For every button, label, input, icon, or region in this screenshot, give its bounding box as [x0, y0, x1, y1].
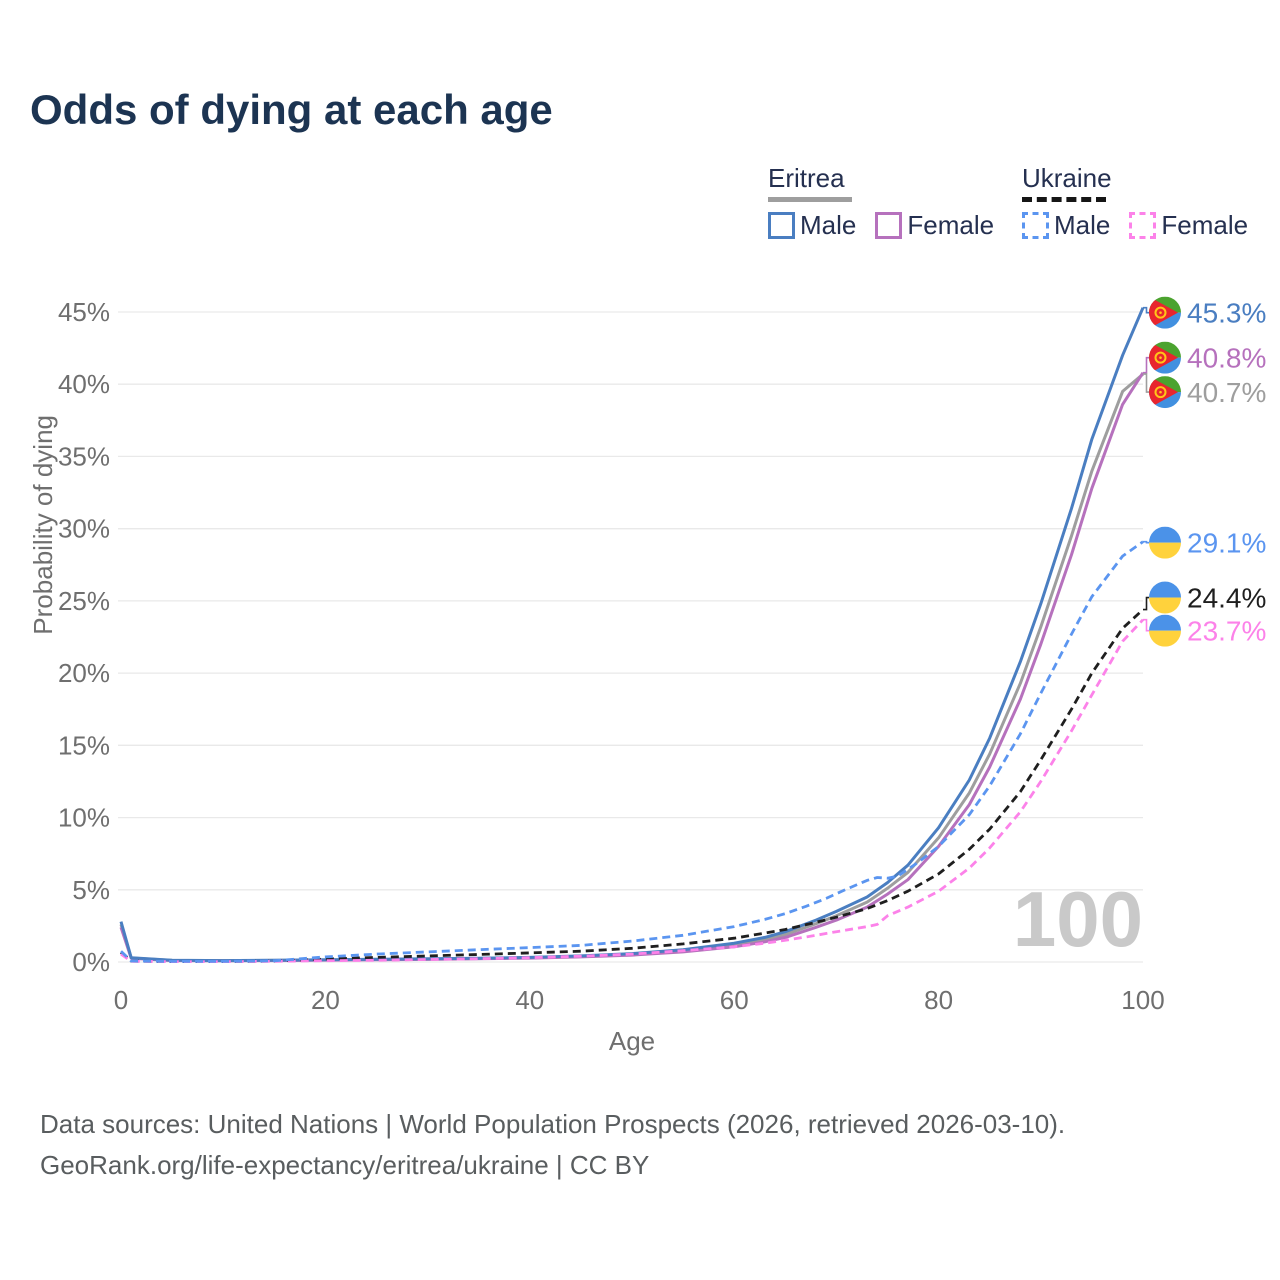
end-label-eritrea-female: 40.8%: [1187, 343, 1266, 374]
end-label-ukraine-male: 29.1%: [1187, 528, 1266, 559]
y-tick-label: 30%: [58, 514, 110, 544]
y-tick-label: 45%: [58, 297, 110, 327]
age-counter-watermark: 100: [1012, 875, 1143, 963]
series-line-ukraine-female: [120, 618, 1145, 963]
eritrea-flag-icon: [1149, 341, 1181, 374]
x-tick-label: 60: [720, 985, 749, 1015]
legend-country-ukraine: Ukraine: [1022, 163, 1112, 193]
ukraine-male-swatch: [1022, 212, 1049, 239]
x-tick-label: 20: [311, 985, 340, 1015]
legend-group-eritrea: Eritrea Male Female: [768, 163, 994, 241]
y-axis-title: Probability of dying: [28, 415, 58, 635]
x-tick-label: 80: [924, 985, 953, 1015]
y-tick-label: 35%: [58, 441, 110, 471]
legend-item-ukraine-female[interactable]: Female: [1129, 210, 1248, 241]
end-label-connector: [1143, 356, 1149, 374]
ukraine-flag-icon: [1149, 581, 1181, 614]
end-label-eritrea-both-sexes: 40.7%: [1187, 377, 1266, 408]
y-tick-label: 25%: [58, 586, 110, 616]
legend-label-eritrea-female: Female: [907, 210, 995, 240]
series-line-eritrea-male: [119, 307, 1145, 963]
footer-data-sources: Data sources: United Nations | World Pop…: [40, 1109, 1066, 1139]
legend-label-eritrea-male: Male: [800, 210, 857, 240]
legend-label-ukraine-male: Male: [1054, 210, 1111, 240]
eritrea-female-swatch: [875, 212, 903, 239]
legend-group-ukraine: Ukraine Male Female: [1022, 163, 1248, 241]
series-line-eritrea-both-sexes: [119, 372, 1144, 963]
end-label-ukraine-both-sexes: 24.4%: [1187, 583, 1266, 614]
series-line-eritrea-female: [119, 371, 1145, 963]
x-tick-label: 100: [1121, 985, 1164, 1015]
end-label-connector: [1143, 540, 1149, 544]
y-tick-label: 40%: [58, 369, 110, 399]
end-label-connector: [1143, 306, 1149, 314]
eritrea-flag-icon: [1149, 296, 1181, 329]
ukraine-flag-icon: [1149, 526, 1181, 559]
eritrea-flag-icon: [1149, 376, 1181, 409]
legend-country-eritrea: Eritrea: [768, 163, 845, 193]
end-label-eritrea-male: 45.3%: [1187, 298, 1266, 329]
y-tick-label: 5%: [72, 875, 110, 905]
x-axis-title: Age: [608, 1026, 656, 1056]
footer-attribution-link: GeoRank.org/life-expectancy/eritrea/ukra…: [40, 1150, 650, 1180]
end-label-connector: [1143, 373, 1149, 393]
footer: Data sources: United Nations | World Pop…: [40, 1104, 1065, 1186]
legend-item-eritrea-male[interactable]: Male: [768, 210, 856, 241]
y-tick-label: 0%: [72, 947, 110, 977]
series-line-ukraine-male: [120, 540, 1144, 963]
ukraine-flag-icon: [1149, 614, 1181, 647]
legend-label-ukraine-female: Female: [1161, 210, 1249, 240]
eritrea-male-swatch: [768, 212, 795, 239]
page-title: Odds of dying at each age: [30, 86, 553, 133]
ukraine-female-swatch: [1129, 212, 1157, 239]
legend-item-eritrea-female[interactable]: Female: [875, 210, 994, 241]
series-line-ukraine-both-sexes: [120, 608, 1144, 963]
end-label-connector: [1143, 596, 1149, 611]
x-tick-label: 40: [515, 985, 544, 1015]
legend-item-ukraine-male[interactable]: Male: [1022, 210, 1110, 241]
y-tick-label: 10%: [58, 803, 110, 833]
end-label-ukraine-female: 23.7%: [1187, 616, 1266, 647]
end-label-connector: [1143, 618, 1149, 632]
ukraine-line-swatch: [1022, 197, 1106, 202]
y-tick-label: 15%: [58, 730, 110, 760]
x-tick-label: 0: [114, 985, 128, 1015]
y-tick-label: 20%: [58, 658, 110, 688]
eritrea-line-swatch: [768, 197, 852, 202]
